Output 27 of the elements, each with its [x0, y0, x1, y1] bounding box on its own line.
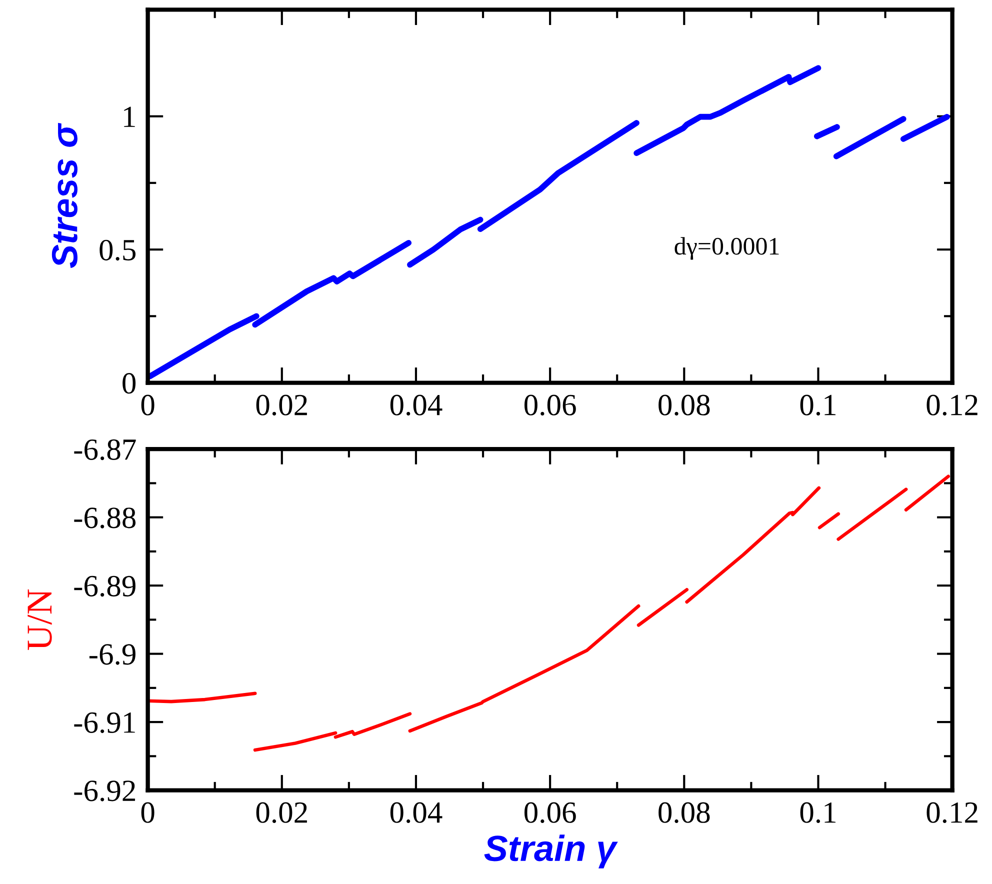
x-tick-label: 0.12	[926, 394, 978, 416]
x-tick-label: 0.02	[256, 394, 307, 416]
y-axis-title: U/N	[28, 589, 52, 650]
x-tick-label: 0.1	[800, 802, 836, 824]
x-tick-label: 0.04	[390, 394, 442, 416]
y-tick-label: -6.92	[74, 780, 136, 802]
annotation: dγ=0.0001	[674, 237, 779, 260]
x-tick-label: 0	[141, 394, 154, 416]
y-axis-title: Stress σ	[52, 122, 78, 268]
x-tick-label: 0.02	[256, 802, 307, 824]
y-tick-label: -6.91	[74, 712, 135, 734]
x-tick-label: 0.12	[926, 802, 978, 824]
x-tick-label: 0.04	[390, 802, 442, 824]
x-tick-label: 0.06	[524, 802, 576, 824]
y-tick-label: -6.89	[74, 576, 136, 597]
y-tick-label: 1	[124, 106, 135, 127]
y-tick-label: -6.87	[74, 439, 136, 460]
x-tick-label: 0.06	[524, 394, 576, 416]
x-axis-title: Strain γ	[484, 834, 618, 868]
x-tick-label: 0.1	[800, 394, 836, 416]
x-tick-label: 0.08	[658, 394, 710, 416]
x-tick-label: 0	[141, 802, 154, 823]
y-tick-label: -6.9	[89, 644, 136, 665]
y-tick-label: -6.88	[74, 508, 136, 528]
y-tick-label: 0	[122, 373, 136, 394]
x-tick-label: 0.08	[658, 802, 710, 824]
y-tick-label: 0.5	[100, 240, 136, 261]
